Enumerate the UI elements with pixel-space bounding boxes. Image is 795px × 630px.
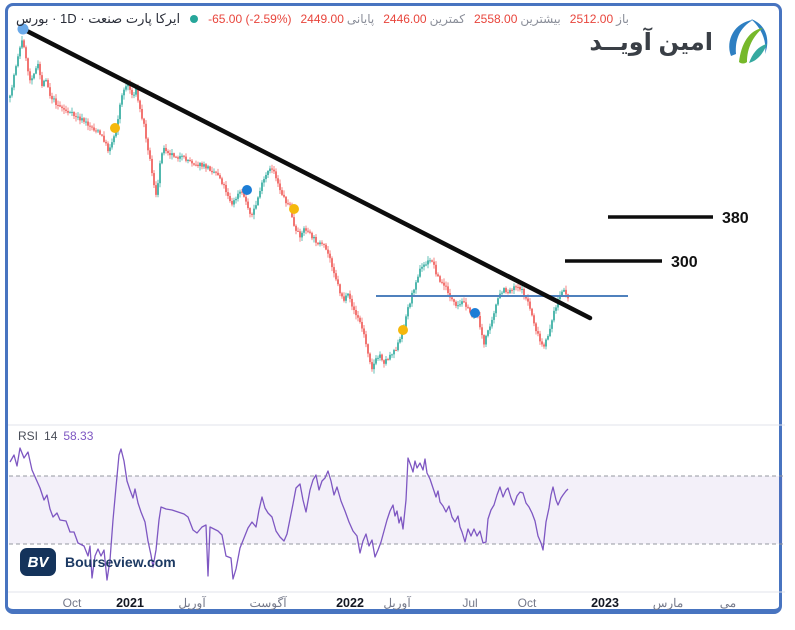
yellow-marker-3 <box>398 325 408 335</box>
bourseview-logo-icon: BV <box>20 548 56 576</box>
rsi-indicator-header[interactable]: RSI 14 58.33 <box>18 429 93 443</box>
time-axis-label[interactable]: Oct <box>63 596 82 610</box>
rsi-line <box>9 447 569 581</box>
time-axis-label[interactable]: 2022 <box>336 596 364 610</box>
change-value: -65.00 (-2.59%) <box>208 12 292 26</box>
rsi-period: 14 <box>44 429 58 443</box>
time-axis-label[interactable]: Jul <box>462 596 477 610</box>
symbol-title[interactable]: ایرکا پارت صنعت · 1D · بورس <box>16 11 181 26</box>
ohlc-pair: بیشترین 2558.00 <box>473 12 561 26</box>
rsi-value: 58.33 <box>63 429 94 443</box>
watermark: BV Bourseview.com <box>20 548 176 576</box>
brand-logo-icon <box>723 18 771 66</box>
market-status-dot <box>190 15 199 23</box>
time-axis-label[interactable]: 2021 <box>116 596 144 610</box>
trendline <box>20 26 593 321</box>
brand-name: امین آویــد <box>589 28 713 56</box>
rsi-band <box>9 476 783 544</box>
watermark-text: Bourseview.com <box>65 554 176 570</box>
target-level-label: 380 <box>722 210 749 227</box>
blue-marker-1 <box>242 185 252 195</box>
time-axis-label[interactable]: آوریل <box>383 595 411 610</box>
time-axis-label[interactable]: 2023 <box>591 596 619 610</box>
chart-frame-border <box>5 3 782 614</box>
time-axis-label[interactable]: می <box>720 596 736 610</box>
rsi-label: RSI <box>18 429 39 443</box>
ohlc-pair: پایانی 2449.00 <box>300 12 375 26</box>
symbol-header: ایرکا پارت صنعت · 1D · بورس باز 2512.00 بی… <box>16 11 629 27</box>
time-axis-label[interactable]: Oct <box>518 596 537 610</box>
ohlc-pair: کمترین 2446.00 <box>383 12 465 26</box>
yellow-marker-2 <box>289 204 299 214</box>
blue-marker-2 <box>470 308 480 318</box>
time-axis-label[interactable]: آوریل <box>178 595 206 610</box>
time-axis-label[interactable]: آگوست <box>249 595 287 610</box>
brand-logo-block: امین آویــد <box>589 16 773 68</box>
ohlc-pair: باز 2512.00 <box>569 12 629 26</box>
yellow-marker-1 <box>110 123 120 133</box>
ohlc-values: باز 2512.00 بیشترین 2558.00 کمترین 2446.00 پای… <box>208 12 629 26</box>
time-axis-label[interactable]: مارس <box>653 596 684 610</box>
trendline-anchor-dot <box>17 23 29 35</box>
candle-series <box>9 35 569 374</box>
target-level-label: 300 <box>671 254 698 271</box>
